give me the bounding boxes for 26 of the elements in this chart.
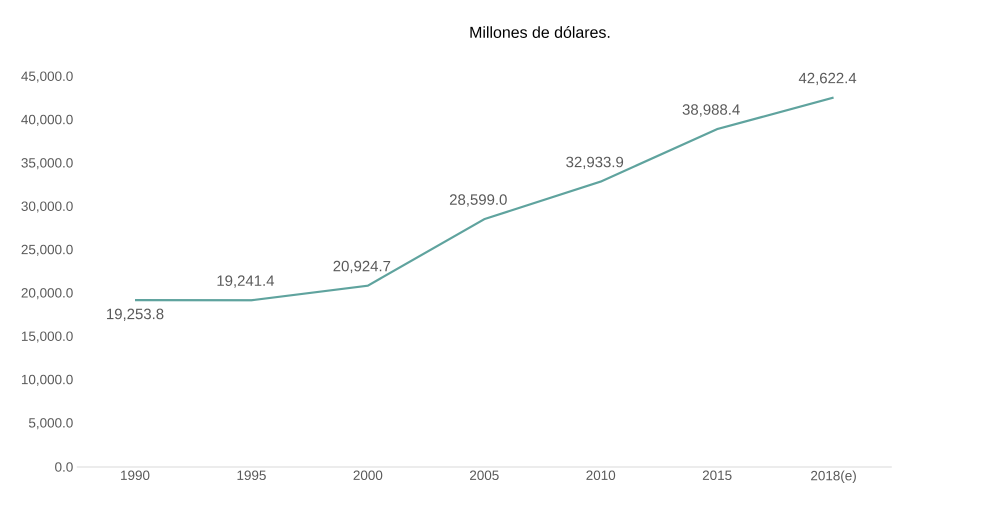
y-tick-label: 0.0 bbox=[55, 462, 73, 472]
x-tick-label: 2010 bbox=[586, 470, 616, 480]
x-tick-label: 1990 bbox=[121, 470, 150, 480]
y-tick-label: 20,000.0 bbox=[22, 288, 73, 300]
y-tick-label: 25,000.0 bbox=[22, 244, 73, 256]
data-label: 42,622.4 bbox=[798, 72, 856, 86]
chart-title: Millones de dólares. bbox=[470, 26, 610, 38]
data-label: 38,988.4 bbox=[682, 104, 740, 117]
y-tick-label: 40,000.0 bbox=[21, 114, 73, 126]
x-tick-label: 2015 bbox=[702, 470, 732, 480]
y-tick-label: 30,000.0 bbox=[21, 201, 73, 213]
y-tick-label: 45,000.0 bbox=[21, 71, 73, 83]
x-tick-label: 2018(e) bbox=[811, 470, 856, 484]
y-tick-label: 15,000.0 bbox=[22, 331, 73, 343]
data-label: 19,253.8 bbox=[107, 308, 164, 321]
line-series bbox=[134, 96, 835, 302]
data-label: 28,599.0 bbox=[450, 194, 507, 207]
y-tick-label: 10,000.0 bbox=[22, 374, 73, 386]
x-tick-label: 1995 bbox=[238, 470, 266, 480]
data-label: 32,933.9 bbox=[566, 156, 624, 170]
y-tick-label: 35,000.0 bbox=[21, 158, 73, 170]
y-tick-label: 5,000.0 bbox=[28, 418, 73, 430]
data-label: 19,241.4 bbox=[217, 275, 274, 288]
x-tick-label: 2005 bbox=[470, 470, 499, 480]
x-tick-label: 2000 bbox=[354, 470, 382, 480]
data-label: 20,924.7 bbox=[334, 260, 390, 274]
